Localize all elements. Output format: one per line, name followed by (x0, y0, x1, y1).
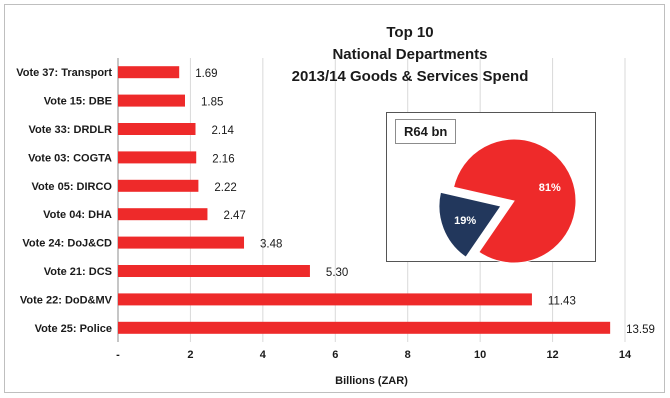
x-tick-label: 6 (332, 349, 338, 361)
x-axis-title: Billions (ZAR) (335, 375, 408, 387)
x-tick-label: 12 (546, 349, 558, 361)
pie-slice (438, 191, 502, 258)
data-label: 2.16 (212, 153, 234, 165)
data-label: 2.14 (211, 125, 234, 137)
bar (118, 151, 197, 164)
category-label: Vote 22: DoD&MV (20, 294, 113, 306)
bar (118, 179, 199, 192)
x-tick-label: 8 (405, 349, 411, 361)
data-label: 5.30 (326, 267, 348, 279)
category-label: Vote 03: COGTA (28, 152, 112, 164)
pie-inset: 81% 19% R64 bn (386, 112, 596, 263)
data-label: 2.22 (214, 182, 236, 194)
pie-chart: 81% 19% (438, 138, 577, 263)
data-label: 11.43 (548, 295, 576, 307)
category-label: Vote 25: Police (35, 323, 112, 335)
category-label: Vote 04: DHA (43, 209, 112, 221)
pie-slice-label: 19% (454, 215, 476, 227)
bar (118, 236, 245, 249)
pie-slice-label: 81% (539, 182, 561, 194)
bar (118, 94, 185, 107)
category-label: Vote 37: Transport (16, 67, 112, 79)
x-tick-label: 4 (260, 349, 267, 361)
bar (118, 265, 310, 277)
chart-subtitle-line-1: National Departments (332, 46, 488, 63)
data-label: 3.48 (260, 239, 282, 251)
chart-title: Top 10 (386, 24, 434, 41)
bar (118, 321, 611, 334)
category-label: Vote 33: DRDLR (28, 124, 112, 136)
category-label: Vote 15: DBE (44, 96, 112, 108)
data-label: 13.59 (626, 324, 655, 336)
category-label: Vote 21: DCS (44, 266, 112, 278)
x-tick-label: 2 (187, 349, 193, 361)
data-label: 2.47 (223, 210, 245, 222)
x-tick-label: - (116, 349, 120, 361)
bar (118, 123, 196, 135)
pie-total-label: R64 bn (395, 119, 457, 144)
pie-slice (452, 138, 577, 263)
bar (118, 208, 208, 221)
x-tick-label: 14 (619, 349, 632, 361)
bar (118, 293, 532, 306)
category-label: Vote 05: DIRCO (32, 181, 113, 193)
data-label: 1.69 (195, 68, 217, 80)
chart-subtitle-line-2: 2013/14 Goods & Services Spend (291, 68, 529, 85)
category-label: Vote 24: DoJ&CD (22, 238, 112, 250)
x-tick-label: 10 (474, 349, 486, 361)
bar (118, 66, 180, 79)
data-label: 1.85 (201, 97, 223, 109)
